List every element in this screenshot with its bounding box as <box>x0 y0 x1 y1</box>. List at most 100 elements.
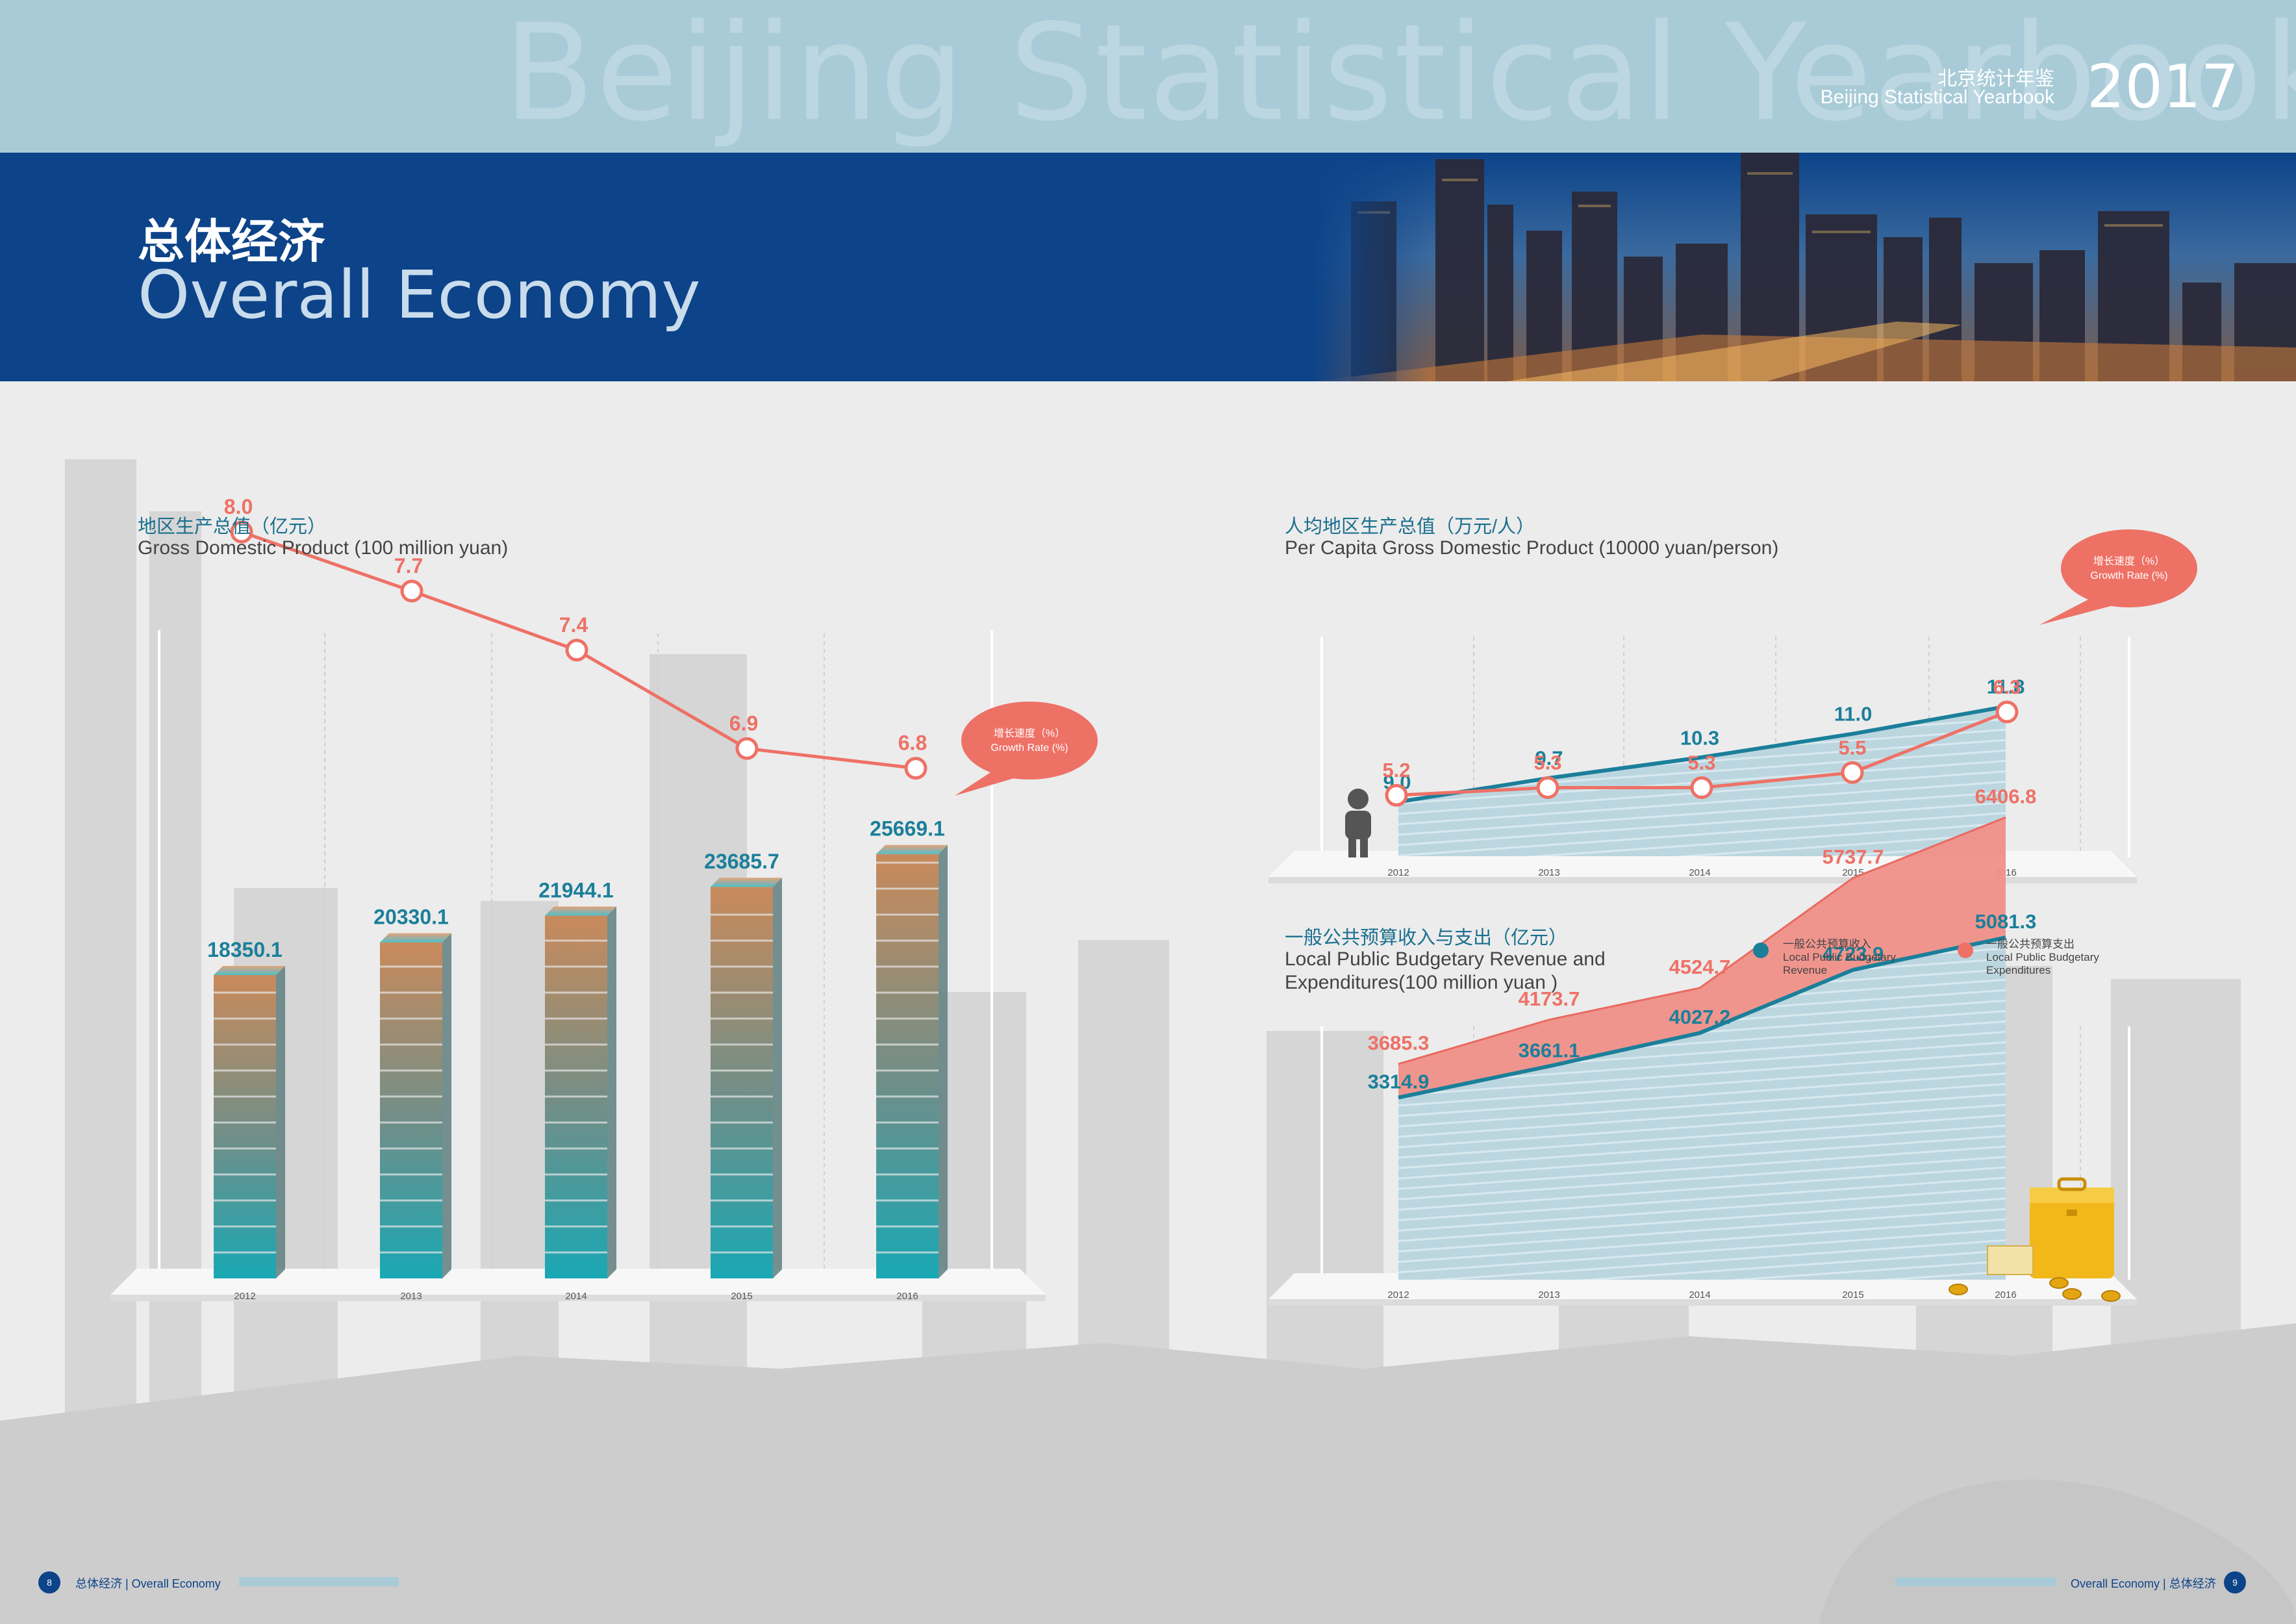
per-capita-gdp-chart: 9.020129.7201310.3201411.0201511.820165.… <box>1268 529 2197 883</box>
person-icon-body <box>1345 811 1371 839</box>
budget-x-tick-label: 2016 <box>1995 1289 2016 1300</box>
legend-expenditure-swatch <box>1958 943 1973 958</box>
budget-expenditure-label: 5737.7 <box>1823 846 1884 869</box>
pc-growth-label: 5.3 <box>1533 752 1561 774</box>
pc-shelf-edge <box>1268 877 2137 883</box>
budget-expenditure-label: 3685.3 <box>1368 1032 1430 1054</box>
gdp-growth-label: 7.7 <box>394 554 423 577</box>
pc-x-tick-label: 2012 <box>1387 867 1409 878</box>
briefcase-icon-handle <box>2057 1177 2087 1191</box>
gdp-growth-point <box>735 737 759 760</box>
pc-growth-label: 6.3 <box>1993 676 2021 698</box>
person-icon-leg-left <box>1348 837 1356 857</box>
budget-expenditure-label: 4173.7 <box>1519 987 1580 1010</box>
gdp-shelf-top <box>110 1269 1046 1295</box>
gdp-bar <box>380 942 442 1278</box>
gdp-value-label: 25669.1 <box>870 817 945 841</box>
gdp-x-tick-label: 2013 <box>400 1291 422 1302</box>
city-skyline-photo <box>1312 153 2296 381</box>
legend-revenue-swatch <box>1753 943 1769 958</box>
gdp-growth-label: 7.4 <box>559 613 588 637</box>
right-footer-bar <box>1895 1577 2056 1586</box>
pc-growth-label: 5.3 <box>1687 752 1715 774</box>
gdp-value-label: 20330.1 <box>373 906 449 929</box>
budget-revenue-label: 3314.9 <box>1368 1071 1430 1093</box>
page-title-cn: 总体经济 <box>138 216 325 268</box>
budget-chart-title-en-2: Expenditures(100 million yuan ) <box>1285 972 1558 993</box>
coins-icon-coin <box>1949 1284 1968 1295</box>
pc-x-tick-label: 2013 <box>1538 867 1559 878</box>
budget-x-tick-label: 2013 <box>1538 1289 1559 1300</box>
gdp-bar-side <box>939 844 948 1278</box>
budget-expenditure-label: 4524.7 <box>1669 956 1731 978</box>
left-page-number: 8 <box>38 1571 60 1593</box>
pc-growth-point <box>1995 700 2019 724</box>
coins-icon-coin <box>2049 1277 2069 1289</box>
title-band: 总体经济 Overall Economy <box>0 153 2296 381</box>
pc-value-label: 11.0 <box>1834 703 1873 726</box>
person-icon <box>1345 789 1371 857</box>
gdp-chart-title-cn: 地区生产总值（亿元） <box>138 516 327 537</box>
gdp-x-tick-label: 2012 <box>234 1291 255 1302</box>
legend-expenditure-cn: 一般公共预算支出 <box>1986 938 2075 950</box>
pc-callout-label-cn: 增长速度（%） <box>2093 555 2165 567</box>
gdp-bar <box>214 974 276 1278</box>
yearbook-title-en: Beijing Statistical Yearbook <box>1820 86 2054 108</box>
coins-icon <box>1949 1245 2121 1302</box>
gdp-bar-side <box>607 906 616 1278</box>
right-page-number: 9 <box>2224 1571 2246 1593</box>
pc-growth-point <box>1385 783 1408 807</box>
gdp-value-label: 21944.1 <box>538 879 614 902</box>
legend-expenditure-en-1: Local Public Budgetary <box>1986 951 2099 963</box>
pc-value-label: 10.3 <box>1680 726 1719 749</box>
watermark-text: Beijing Statistical Yearbook <box>503 0 2296 151</box>
gdp-chart-title-en: Gross Domestic Product (100 million yuan… <box>138 537 509 559</box>
coins-icon-coin <box>2062 1288 2082 1300</box>
budget-x-tick-label: 2014 <box>1689 1289 1710 1300</box>
budget-expenditure-label: 6406.8 <box>1975 785 2037 807</box>
per-capita-chart-title-cn: 人均地区生产总值（万元/人） <box>1285 516 1535 537</box>
pc-value-line <box>1398 704 2006 804</box>
page-title-en: Overall Economy <box>138 257 701 334</box>
pc-growth-point <box>1690 776 1713 800</box>
gdp-growth-point <box>904 757 927 780</box>
gdp-bar-top <box>711 878 782 887</box>
gdp-growth-label: 6.8 <box>898 731 927 755</box>
pc-growth-label: 5.2 <box>1382 759 1410 781</box>
per-capita-chart-title-en: Per Capita Gross Domestic Product (10000… <box>1285 537 1779 559</box>
gdp-bar-top <box>545 906 616 916</box>
pc-growth-point <box>1536 776 1559 800</box>
budget-revenue-label: 3661.1 <box>1519 1039 1580 1061</box>
budget-x-tick-label: 2012 <box>1387 1289 1409 1300</box>
budget-x-tick-label: 2015 <box>1842 1289 1863 1300</box>
gdp-bar-top <box>876 844 948 854</box>
gdp-chart: 18350.1 2012 20330.1 2013 21944.1 2014 23685.7… <box>110 495 1098 1302</box>
legend-revenue-en-2: Revenue <box>1783 964 1828 976</box>
budget-chart-title-en-1: Local Public Budgetary Revenue and <box>1285 948 1606 970</box>
gdp-shelf-edge <box>110 1295 1046 1301</box>
gdp-bar-side <box>442 933 451 1278</box>
legend-revenue-cn: 一般公共预算收入 <box>1783 938 1871 950</box>
yearbook-year: 2017 <box>2087 52 2239 121</box>
coins-icon-coin <box>2101 1290 2121 1302</box>
gdp-value-label: 18350.1 <box>207 938 283 961</box>
pc-x-tick-label: 2014 <box>1689 867 1710 878</box>
gdp-bar-side <box>773 878 782 1278</box>
budget-revenue-label: 5081.3 <box>1975 910 2037 933</box>
legend-expenditure-label: 一般公共预算支出 Local Public Budgetary Expendit… <box>1986 938 2099 977</box>
left-footer-text: 总体经济 | Overall Economy <box>75 1577 221 1590</box>
gdp-bar <box>711 887 773 1278</box>
briefcase-icon <box>2030 1177 2114 1278</box>
budget-shelf-edge <box>1268 1299 2137 1306</box>
budget-revenue-label: 4027.2 <box>1669 1006 1731 1028</box>
gdp-callout-label-cn: 增长速度（%） <box>994 728 1065 739</box>
gdp-value-label: 23685.7 <box>704 850 779 873</box>
gdp-x-tick-label: 2015 <box>731 1291 752 1302</box>
gdp-growth-point <box>230 520 253 544</box>
gdp-growth-point <box>565 639 588 662</box>
budget-revenue-line <box>1398 935 2006 1100</box>
budget-chart: 3685.3 4173.7 4524.7 5737.7 6406.8 3314.9 3661… <box>1268 785 2137 1306</box>
pc-callout-bubble <box>2061 529 2197 607</box>
gdp-x-tick-label: 2016 <box>896 1291 918 1302</box>
